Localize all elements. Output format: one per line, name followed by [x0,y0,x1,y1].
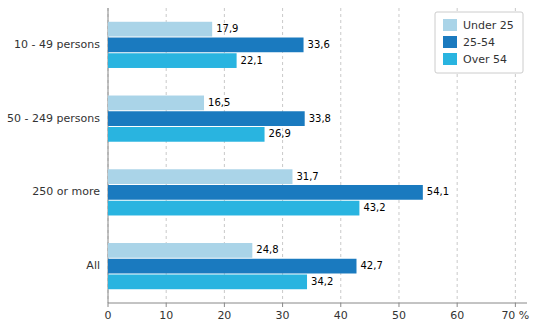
data-labels: 17,9 33,6 22,1 16,5 33,8 26,9 31,7 54,1 43,2 24,8… [208,23,449,287]
tick-mark [457,303,458,307]
tick-label: 0 [105,309,112,322]
category-label: 250 or more [32,185,100,198]
grid-line [398,8,399,303]
data-label: 26,9 [269,128,291,139]
legend-swatch [443,36,457,48]
tick-mark [398,303,399,307]
data-label: 33,8 [309,113,331,124]
bar [108,38,304,53]
category-label: All [86,259,100,272]
legend-swatch [443,19,457,31]
data-label: 42,7 [360,260,382,271]
y-axis: 10 - 49 persons 50 - 249 persons 250 or mo… [7,38,100,272]
bar [108,96,204,111]
bar [108,259,356,274]
tick-label: 20 [217,309,231,322]
chart: 0 10 20 30 40 50 60 70 % 17,9 33,6 22,1 16,5 33,8 26,… [0,0,541,327]
grid-line [166,8,167,303]
grid-line [340,8,341,303]
bar [108,169,292,184]
legend-swatch [443,53,457,65]
tick-label: 50 [392,309,406,322]
legend-label: Over 54 [463,53,507,66]
data-label: 22,1 [241,55,263,66]
tick-mark [166,303,167,307]
data-label: 34,2 [311,276,333,287]
grid-line [108,8,109,303]
tick-mark [108,303,109,307]
bar [108,22,212,37]
tick-mark [515,303,516,307]
tick-mark [224,303,225,307]
grid-line [282,8,283,303]
grid-line [224,8,225,303]
x-axis-line [108,303,527,304]
tick-label: 40 [334,309,348,322]
tick-label: 30 [276,309,290,322]
data-label: 54,1 [427,186,449,197]
bar [108,185,423,200]
legend-label: Under 25 [463,19,514,32]
bar [108,53,237,68]
category-label: 50 - 249 persons [7,112,100,125]
data-label: 31,7 [296,171,318,182]
data-label: 43,2 [363,202,385,213]
tick-label: 70 % [501,309,529,322]
data-label: 33,6 [308,39,330,50]
data-label: 17,9 [216,23,238,34]
y-axis-line [108,8,109,303]
data-label: 16,5 [208,97,230,108]
legend-box [435,12,523,73]
chart-container: 0 10 20 30 40 50 60 70 % 17,9 33,6 22,1 16,5 33,8 26,… [0,0,541,327]
tick-label: 10 [159,309,173,322]
category-label: 10 - 49 persons [14,38,100,51]
bar [108,274,307,289]
bar [108,243,252,258]
tick-label: 60 [450,309,464,322]
legend: Under 25 25-54 Over 54 [435,12,523,73]
data-label: 24,8 [256,244,278,255]
tick-mark [340,303,341,307]
bars [108,22,423,289]
bar [108,201,359,216]
tick-mark [282,303,283,307]
legend-label: 25-54 [463,36,495,49]
x-axis: 0 10 20 30 40 50 60 70 % [105,303,530,322]
bar [108,111,305,126]
bar [108,127,265,142]
